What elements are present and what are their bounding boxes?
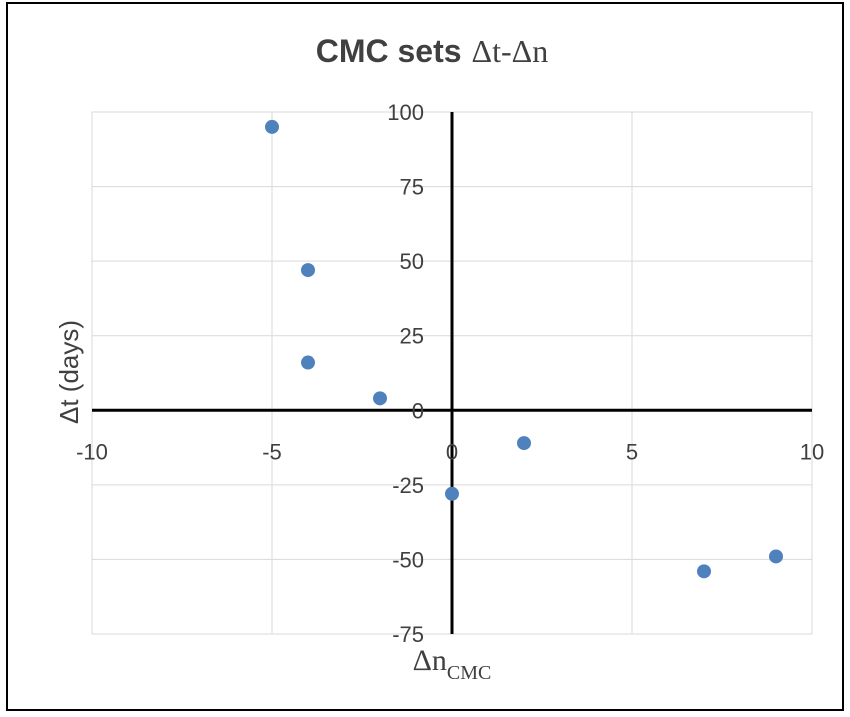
- x-tick-label: 10: [800, 439, 824, 464]
- y-tick-label: -75: [392, 622, 424, 647]
- data-points: [265, 119, 783, 579]
- data-point: [697, 564, 711, 579]
- data-point: [265, 119, 279, 134]
- x-axis-label-main: Δn: [413, 644, 447, 677]
- y-tick-label: -25: [392, 473, 424, 498]
- y-tick-label: -50: [392, 547, 424, 572]
- data-point: [301, 263, 315, 278]
- data-point: [301, 355, 315, 370]
- data-point: [769, 549, 783, 564]
- data-point: [373, 391, 387, 406]
- x-tick-label: -5: [262, 439, 282, 464]
- x-axis-label: ΔnCMC: [413, 644, 492, 684]
- x-tick-label: 0: [446, 439, 458, 464]
- data-point: [517, 436, 531, 451]
- y-tick-label: 100: [387, 100, 424, 125]
- chart-frame: [6, 2, 844, 711]
- chart-title-suffix: Δt-Δn: [472, 33, 549, 69]
- chart-title-main: CMC sets: [316, 33, 462, 69]
- x-tick-label: -10: [76, 439, 108, 464]
- data-point: [445, 486, 459, 501]
- chart-title: CMC sets Δt-Δn: [316, 33, 549, 69]
- x-tick-label: 5: [626, 439, 638, 464]
- axes: [92, 112, 812, 634]
- y-axis-label: Δt (days): [54, 320, 84, 424]
- y-tick-label: 50: [400, 249, 424, 274]
- y-tick-label: 25: [400, 324, 424, 349]
- x-axis-label-subscript: CMC: [447, 662, 491, 684]
- y-tick-label: 75: [400, 175, 424, 200]
- y-tick-label: 0: [412, 398, 424, 423]
